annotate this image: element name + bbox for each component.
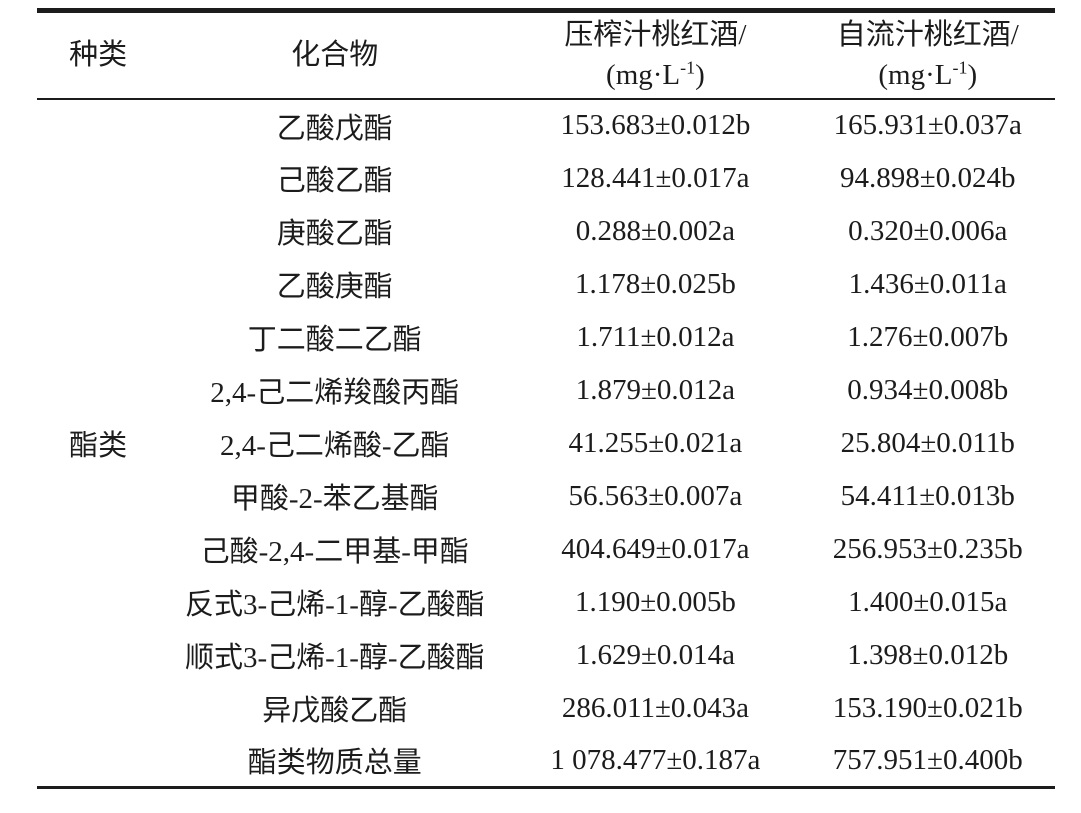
table-row: 己酸-2,4-二甲基-甲酯 404.649±0.017a 256.953±0.235…	[37, 523, 1055, 576]
table-row: 酯类物质总量 1 078.477±0.187a 757.951±0.400b	[37, 735, 1055, 788]
table-row: 顺式3-己烯-1-醇-乙酸酯 1.629±0.014a 1.398±0.012b	[37, 629, 1055, 682]
pressed-value-cell: 1 078.477±0.187a	[550, 743, 761, 776]
compound-cell: 酯类物质总量	[247, 747, 422, 780]
unit-open: (mg·L	[606, 59, 681, 92]
compound-cell: 己酸乙酯	[276, 165, 393, 197]
pressed-value-cell: 1.629±0.014a	[575, 638, 736, 671]
table-row: 庚酸乙酯 0.288±0.002a 0.320±0.006a	[37, 205, 1055, 258]
table-row: 己酸乙酯 128.441±0.017a 94.898±0.024b	[37, 152, 1055, 205]
header-free-run-juice-unit: (mg·L-1)	[800, 55, 1055, 95]
free-run-value-cell: 153.190±0.021b	[832, 691, 1023, 724]
free-run-value-cell: 94.898±0.024b	[840, 161, 1016, 194]
unit-close: )	[695, 59, 705, 92]
table-row: 乙酸庚酯 1.178±0.025b 1.436±0.011a	[37, 258, 1055, 311]
unit-open: (mg·L	[878, 59, 953, 92]
pressed-value-cell: 404.649±0.017a	[561, 532, 750, 565]
free-run-value-cell: 256.953±0.235b	[832, 532, 1023, 565]
table-row: 2,4-己二烯羧酸丙酯 1.879±0.012a 0.934±0.008b	[37, 364, 1055, 417]
compound-cell: 2,4-己二烯酸-乙酯	[219, 430, 450, 462]
free-run-value-cell: 1.436±0.011a	[848, 267, 1007, 300]
pressed-value-cell: 1.711±0.012a	[576, 320, 735, 353]
table-row: 酯类 乙酸戊酯 153.683±0.012b 165.931±0.037a	[37, 99, 1055, 462]
header-pressed-juice-title: 压榨汁桃红酒/	[564, 19, 747, 52]
unit-close: )	[967, 59, 978, 92]
pressed-value-cell: 1.879±0.012a	[575, 373, 736, 406]
unit-exponent: -1	[952, 57, 968, 78]
header-category: 种类	[37, 10, 160, 100]
header-row: 种类 化合物 压榨汁桃红酒/ (mg·L-1) 自流汁桃红酒/ (mg·L-1)	[37, 10, 1055, 100]
table-row: 丁二酸二乙酯 1.711±0.012a 1.276±0.007b	[37, 311, 1055, 364]
compound-concentration-table: 种类 化合物 压榨汁桃红酒/ (mg·L-1) 自流汁桃红酒/ (mg·L-1)…	[37, 8, 1055, 789]
free-run-value-cell: 0.934±0.008b	[847, 373, 1009, 406]
pressed-value-cell: 1.190±0.005b	[574, 585, 736, 618]
pressed-value-cell: 286.011±0.043a	[561, 691, 750, 724]
free-run-value-cell: 1.400±0.015a	[848, 585, 1008, 618]
table-body: 酯类 乙酸戊酯 153.683±0.012b 165.931±0.037a 己酸乙酯 12…	[37, 99, 1055, 788]
free-run-value-cell: 25.804±0.011b	[840, 426, 1015, 459]
compound-cell: 异戊酸乙酯	[262, 695, 408, 727]
pressed-value-cell: 56.563±0.007a	[568, 479, 743, 512]
pressed-value-cell: 128.441±0.017a	[561, 161, 750, 194]
header-compound: 化合物	[159, 10, 511, 100]
free-run-value-cell: 1.276±0.007b	[847, 320, 1009, 353]
header-compound-label: 化合物	[291, 39, 379, 72]
category-cell: 酯类	[69, 429, 128, 462]
compound-cell: 乙酸戊酯	[276, 112, 393, 145]
header-category-label: 种类	[69, 39, 128, 72]
pressed-value-cell: 41.255±0.021a	[568, 426, 743, 459]
compound-cell: 丁二酸二乙酯	[247, 324, 422, 356]
compound-cell: 2,4-己二烯羧酸丙酯	[210, 377, 460, 409]
table-row: 2,4-己二烯酸-乙酯 41.255±0.021a 25.804±0.011b	[37, 417, 1055, 470]
compound-cell: 甲酸-2-苯乙基酯	[230, 483, 439, 515]
free-run-value-cell: 1.398±0.012b	[847, 638, 1009, 671]
compound-cell: 庚酸乙酯	[276, 218, 393, 250]
compound-cell: 反式3-己烯-1-醇-乙酸酯	[184, 589, 485, 621]
header-pressed-juice-unit: (mg·L-1)	[510, 55, 800, 95]
table-header: 种类 化合物 压榨汁桃红酒/ (mg·L-1) 自流汁桃红酒/ (mg·L-1)	[37, 10, 1055, 100]
pressed-value-cell: 153.683±0.012b	[560, 109, 751, 141]
free-run-value-cell: 757.951±0.400b	[832, 743, 1023, 776]
unit-exponent: -1	[680, 57, 696, 78]
table-row: 异戊酸乙酯 286.011±0.043a 153.190±0.021b	[37, 682, 1055, 735]
header-pressed-juice: 压榨汁桃红酒/ (mg·L-1)	[510, 10, 801, 100]
free-run-value-cell: 0.320±0.006a	[848, 214, 1008, 247]
compound-cell: 乙酸庚酯	[276, 271, 393, 303]
table-row: 反式3-己烯-1-醇-乙酸酯 1.190±0.005b 1.400±0.015a	[37, 576, 1055, 629]
pressed-value-cell: 0.288±0.002a	[575, 214, 736, 247]
free-run-value-cell: 165.931±0.037a	[833, 109, 1022, 141]
header-free-run-juice-title: 自流汁桃红酒/	[836, 19, 1019, 52]
compound-cell: 顺式3-己烯-1-醇-乙酸酯	[184, 642, 485, 674]
compound-cell: 己酸-2,4-二甲基-甲酯	[200, 536, 469, 568]
table-row: 甲酸-2-苯乙基酯 56.563±0.007a 54.411±0.013b	[37, 470, 1055, 523]
free-run-value-cell: 54.411±0.013b	[840, 479, 1015, 512]
header-free-run-juice: 自流汁桃红酒/ (mg·L-1)	[800, 10, 1055, 100]
pressed-value-cell: 1.178±0.025b	[574, 267, 736, 300]
